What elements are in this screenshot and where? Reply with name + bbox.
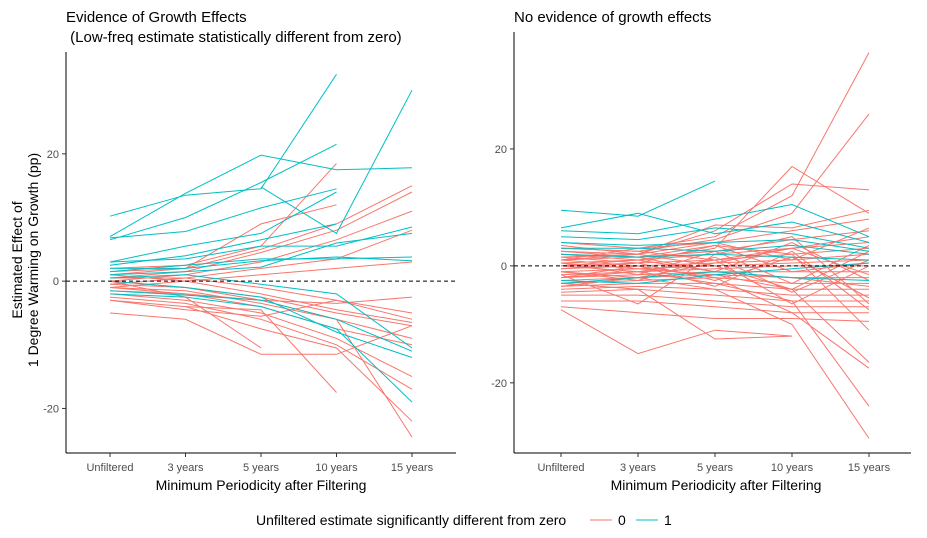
right-y-tick-label: 0: [501, 261, 507, 273]
legend-label-0: 0: [618, 512, 626, 528]
right-series-line-1: [560, 227, 870, 249]
left-series-line-0: [109, 274, 413, 323]
left-series-line-0: [109, 163, 337, 269]
right-series-line-0: [561, 300, 869, 314]
left-series-line-1: [109, 143, 337, 241]
right-series-line-0: [560, 271, 870, 439]
left-series-line-0: [109, 185, 413, 273]
left-x-axis-title: Minimum Periodicity after Filtering: [156, 477, 367, 493]
right-series-line-0: [560, 250, 870, 311]
right-series-line-0: [560, 306, 870, 322]
right-x-tick-label: 5 years: [697, 462, 734, 474]
right-series-line-0: [561, 294, 869, 308]
panel-right: No evidence of growth effects Minimum Pe…: [491, 9, 911, 493]
right-title: No evidence of growth effects: [514, 9, 711, 26]
legend-label-1: 1: [664, 512, 672, 528]
right-series-line-1: [560, 239, 870, 252]
left-series-line-0: [109, 296, 413, 390]
right-y-tick-label: -20: [491, 378, 507, 390]
left-series-line-1: [109, 274, 413, 349]
right-plot-area: -20 0 20 Unfiltered 3 years 5 years 10 years 15…: [491, 32, 911, 474]
right-series-line-0: [560, 244, 870, 290]
left-series-line-0: [109, 261, 413, 288]
left-x-tick-label: 5 years: [243, 462, 280, 474]
right-series-line-0: [560, 247, 870, 287]
left-title-line1: Evidence of Growth Effects: [66, 9, 247, 26]
right-series-line-1: [560, 180, 716, 217]
left-series-line-1: [260, 89, 413, 235]
left-y-tick-label: -20: [43, 403, 59, 415]
left-y-tick-label: 0: [53, 276, 59, 288]
right-x-tick-label: 3 years: [620, 462, 657, 474]
panel-left: Evidence of Growth Effects (Low-freq est…: [9, 9, 456, 493]
left-title-line2: (Low-freq estimate statistically differe…: [66, 29, 402, 46]
right-y-tick-label: 20: [495, 144, 507, 156]
left-x-tick-label: 3 years: [167, 462, 204, 474]
right-series-line-0: [560, 309, 793, 355]
left-series-line-1: [110, 256, 413, 269]
left-series-line-0: [109, 312, 413, 355]
left-x-tick-label: 15 years: [391, 462, 434, 474]
left-series-line-1: [109, 74, 337, 217]
right-series-line-0: [560, 247, 870, 305]
left-series-line-1: [109, 232, 413, 276]
right-series-line-0: [560, 183, 870, 255]
left-series-line-0: [109, 293, 413, 378]
right-series-line-0: [560, 244, 870, 273]
left-series-line-0: [109, 229, 413, 285]
legend: Unfiltered estimate significantly differ…: [256, 512, 672, 528]
right-series-line-0: [560, 256, 870, 293]
right-series-line-1: [560, 203, 870, 238]
right-x-tick-label: 15 years: [848, 462, 891, 474]
right-series-line-1: [560, 253, 870, 261]
right-x-axis-title: Minimum Periodicity after Filtering: [611, 477, 822, 493]
left-series-line-0: [109, 210, 413, 282]
right-series-line-0: [560, 52, 870, 249]
left-x-tick-label: 10 years: [315, 462, 358, 474]
left-y-axis-title-line1: Estimated Effect of: [9, 201, 25, 318]
right-series-line-1: [560, 262, 870, 284]
left-series-line-1: [109, 280, 413, 358]
left-plot-area: -20 0 20 Unfiltered 3 years 5 years 10 years 15…: [43, 52, 456, 474]
left-y-tick-label: 20: [47, 149, 59, 161]
left-series-line-0: [109, 191, 413, 279]
left-series-line-0: [109, 299, 413, 422]
left-x-tick-label: Unfiltered: [86, 462, 133, 474]
left-series-line-0: [185, 306, 337, 393]
right-series-line-0: [560, 259, 870, 369]
right-series-line-1: [561, 244, 870, 255]
right-series-line-1: [560, 212, 870, 243]
right-x-tick-label: Unfiltered: [537, 462, 584, 474]
left-series-line-1: [109, 293, 413, 403]
right-series-line-0: [560, 288, 869, 302]
legend-title: Unfiltered estimate significantly differ…: [256, 512, 566, 528]
right-series-line-1: [560, 271, 870, 284]
left-series-line-1: [109, 154, 413, 238]
left-series-line-0: [109, 287, 413, 339]
left-series-line-0: [109, 299, 413, 317]
left-series-line-1: [109, 290, 413, 352]
left-series-line-1: [109, 191, 337, 263]
left-series-line-0: [109, 204, 337, 276]
right-series-line-0: [560, 282, 793, 340]
left-series-line-1: [109, 188, 337, 239]
right-x-tick-label: 10 years: [771, 462, 814, 474]
left-series-line-1: [109, 226, 413, 263]
left-y-axis-title-line2: 1 Degree Warming on Growth (pp): [25, 153, 41, 367]
left-series-line-0: [110, 277, 413, 320]
